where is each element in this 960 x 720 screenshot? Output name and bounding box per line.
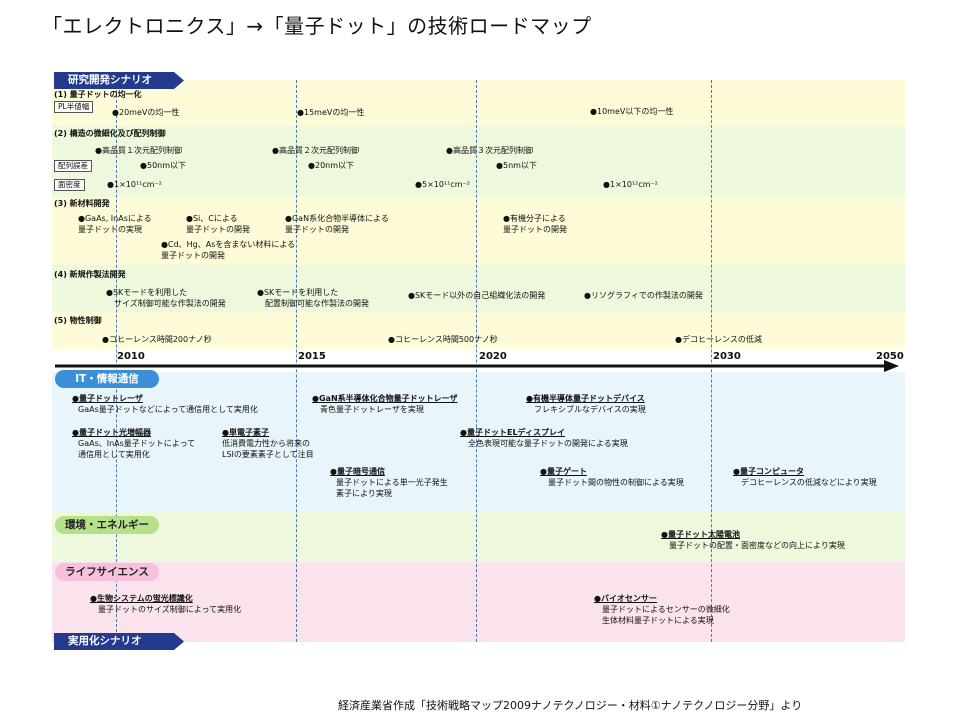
s2-row1-item: ●高品質２次元配列制御 <box>272 146 359 155</box>
year-label-2050: 2050 <box>876 351 904 362</box>
life-band <box>52 562 905 642</box>
s3-heading: (3) 新材料開発 <box>54 199 110 208</box>
s1-item: ●10meV以下の均一性 <box>590 107 674 116</box>
life-item: ●生物システムの蛍光標識化 量子ドットのサイズ制御によって実用化 <box>90 594 242 614</box>
s4-item: ●SKモード以外の自己組織化法の開発 <box>408 291 546 300</box>
s1-item: ●15meVの均一性 <box>297 108 365 117</box>
s5-item: ●コヒーレンス時間200ナノ秒 <box>102 335 212 344</box>
research-band-1 <box>52 80 905 125</box>
s2-heading: (2) 構造の微細化及び配列制御 <box>54 129 166 138</box>
s2-row2-item: ●20nm以下 <box>308 161 355 170</box>
s4-item: ●SKモードを利用した 配置制御可能な作製法の開発 <box>257 288 369 308</box>
page-title: 「エレクトロニクス」→「量子ドット」の技術ロードマップ <box>42 14 592 38</box>
env-item: ●量子ドット太陽電池 量子ドットの配置・面密度などの向上により実現 <box>661 530 845 550</box>
s5-heading: (5) 物性制御 <box>54 316 102 325</box>
research-band-3 <box>52 197 905 265</box>
it-item: ●量子ゲート 量子ドット間の物性の制御による実現 <box>540 467 684 487</box>
pl-width-tag: PL半値幅 <box>54 101 94 113</box>
research-scenario-label: 研究開発シナリオ <box>54 72 184 89</box>
s3-item: ●GaAs, InAsによる 量子ドットの実現 <box>78 214 152 234</box>
s3-item: ●Cd、Hg、Asを含まない材料による 量子ドットの開発 <box>161 240 296 260</box>
s1-item: ●20meVの均一性 <box>112 108 180 117</box>
array-error-tag: 配列誤差 <box>54 160 92 172</box>
it-item: ●量子コンピュータ デコヒーレンスの低減などにより実現 <box>733 467 877 487</box>
research-band-2 <box>52 125 905 197</box>
it-band <box>52 372 905 512</box>
s2-row2-item: ●50nm以下 <box>140 161 187 170</box>
s2-row3-item: ●1×10¹¹cm⁻² <box>107 180 162 189</box>
year-label-2015: 2015 <box>298 351 326 362</box>
life-label: ライフサイエンス <box>55 563 159 581</box>
s2-row1-item: ●高品質３次元配列制御 <box>446 146 533 155</box>
s5-item: ●デコヒーレンスの低減 <box>675 335 762 344</box>
s2-row1-item: ●高品質１次元配列制御 <box>95 146 182 155</box>
it-label: IT・情報通信 <box>55 370 159 388</box>
s3-item: ●有機分子による 量子ドットの開発 <box>503 214 567 234</box>
research-band-4 <box>52 265 905 312</box>
research-band-5 <box>52 312 905 349</box>
s4-item: ●SKモードを利用した サイズ制御可能な作製法の開発 <box>106 288 226 308</box>
s2-row3-item: ●1×10¹²cm⁻² <box>603 180 658 189</box>
s3-item: ●Si、Cによる 量子ドットの開発 <box>186 214 250 234</box>
source-credit: 経済産業省作成「技術戦略マップ2009ナノテクノロジー・材料①ナノテクノロジー分… <box>338 699 803 712</box>
s5-item: ●コヒーレンス時間500ナノ秒 <box>388 335 498 344</box>
env-label: 環境・エネルギー <box>55 516 159 534</box>
env-band <box>52 512 905 562</box>
s4-item: ●リソグラフィでの作製法の開発 <box>584 291 703 300</box>
it-item: ●GaN系半導体化合物量子ドットレーザ 青色量子ドットレーザを実現 <box>312 394 458 414</box>
s3-item: ●GaN系化合物半導体による 量子ドットの開発 <box>285 214 389 234</box>
year-line-2010 <box>116 80 117 642</box>
it-item: ●量子ドットELディスプレイ 全色表現可能な量子ドットの開発による実現 <box>460 428 628 448</box>
year-label-2020: 2020 <box>479 351 507 362</box>
practical-scenario-label: 実用化シナリオ <box>54 633 184 650</box>
year-line-2020 <box>476 80 477 642</box>
timeline-arrow <box>55 360 899 372</box>
it-item: ●量子暗号通信 量子ドットによる単一光子発生 素子により実現 <box>330 467 448 498</box>
s2-row2-item: ●5nm以下 <box>496 161 537 170</box>
life-item: ●バイオセンサー 量子ドットによるセンサーの微細化 生体材料量子ドットによる実現 <box>594 594 730 625</box>
it-item: ●量子ドット光増幅器 GaAs、InAs量子ドットによって 通信用として実用化 <box>72 428 196 459</box>
year-label-2010: 2010 <box>117 351 145 362</box>
it-item: ●単電子素子 低消費電力性から将来の LSIの要素素子として注目 <box>222 428 314 459</box>
s4-heading: (4) 新規作製法開発 <box>54 270 126 279</box>
year-line-2030 <box>711 80 712 642</box>
surface-density-tag: 面密度 <box>54 179 85 191</box>
it-item: ●有機半導体量子ドットデバイス フレキシブルなデバイスの実現 <box>526 394 646 414</box>
year-line-2015 <box>296 80 297 642</box>
it-item: ●量子ドットレーザ GaAs量子ドットなどによって通信用として実用化 <box>72 394 258 414</box>
s1-heading: (1) 量子ドットの均一化 <box>54 90 142 99</box>
s2-row3-item: ●5×10¹¹cm⁻² <box>415 180 470 189</box>
year-label-2030: 2030 <box>713 351 741 362</box>
